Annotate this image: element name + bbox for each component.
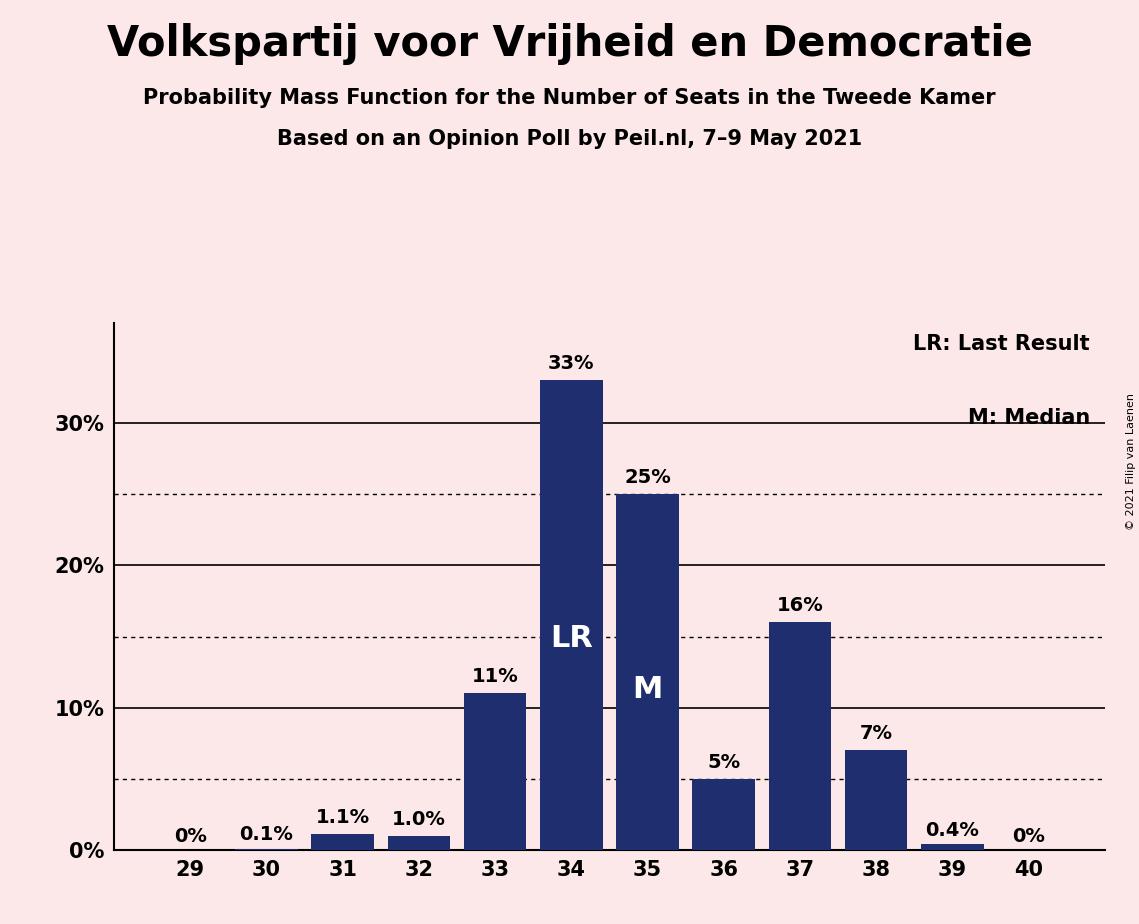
Text: M: Median: M: Median <box>968 407 1090 428</box>
Bar <box>616 494 679 850</box>
Text: Probability Mass Function for the Number of Seats in the Tweede Kamer: Probability Mass Function for the Number… <box>144 88 995 108</box>
Bar <box>693 779 755 850</box>
Text: © 2021 Filip van Laenen: © 2021 Filip van Laenen <box>1126 394 1136 530</box>
Text: Volkspartij voor Vrijheid en Democratie: Volkspartij voor Vrijheid en Democratie <box>107 23 1032 65</box>
Text: 5%: 5% <box>707 753 740 772</box>
Bar <box>387 836 450 850</box>
Text: 0%: 0% <box>1013 827 1044 845</box>
Text: LR: Last Result: LR: Last Result <box>913 334 1090 354</box>
Bar <box>235 848 297 850</box>
Bar <box>311 834 374 850</box>
Text: 33%: 33% <box>548 354 595 373</box>
Bar <box>921 845 984 850</box>
Text: 1.0%: 1.0% <box>392 809 445 829</box>
Text: 0.1%: 0.1% <box>239 825 294 845</box>
Bar <box>769 623 831 850</box>
Text: 7%: 7% <box>860 724 893 743</box>
Text: 0%: 0% <box>174 827 206 845</box>
Text: 1.1%: 1.1% <box>316 808 370 827</box>
Text: Based on an Opinion Poll by Peil.nl, 7–9 May 2021: Based on an Opinion Poll by Peil.nl, 7–9… <box>277 129 862 150</box>
Text: 25%: 25% <box>624 468 671 487</box>
Bar <box>540 381 603 850</box>
Text: 11%: 11% <box>472 667 518 687</box>
Bar <box>464 694 526 850</box>
Bar <box>845 750 908 850</box>
Text: LR: LR <box>550 625 592 653</box>
Text: 16%: 16% <box>777 596 823 615</box>
Text: 0.4%: 0.4% <box>925 821 980 840</box>
Text: M: M <box>632 675 663 704</box>
